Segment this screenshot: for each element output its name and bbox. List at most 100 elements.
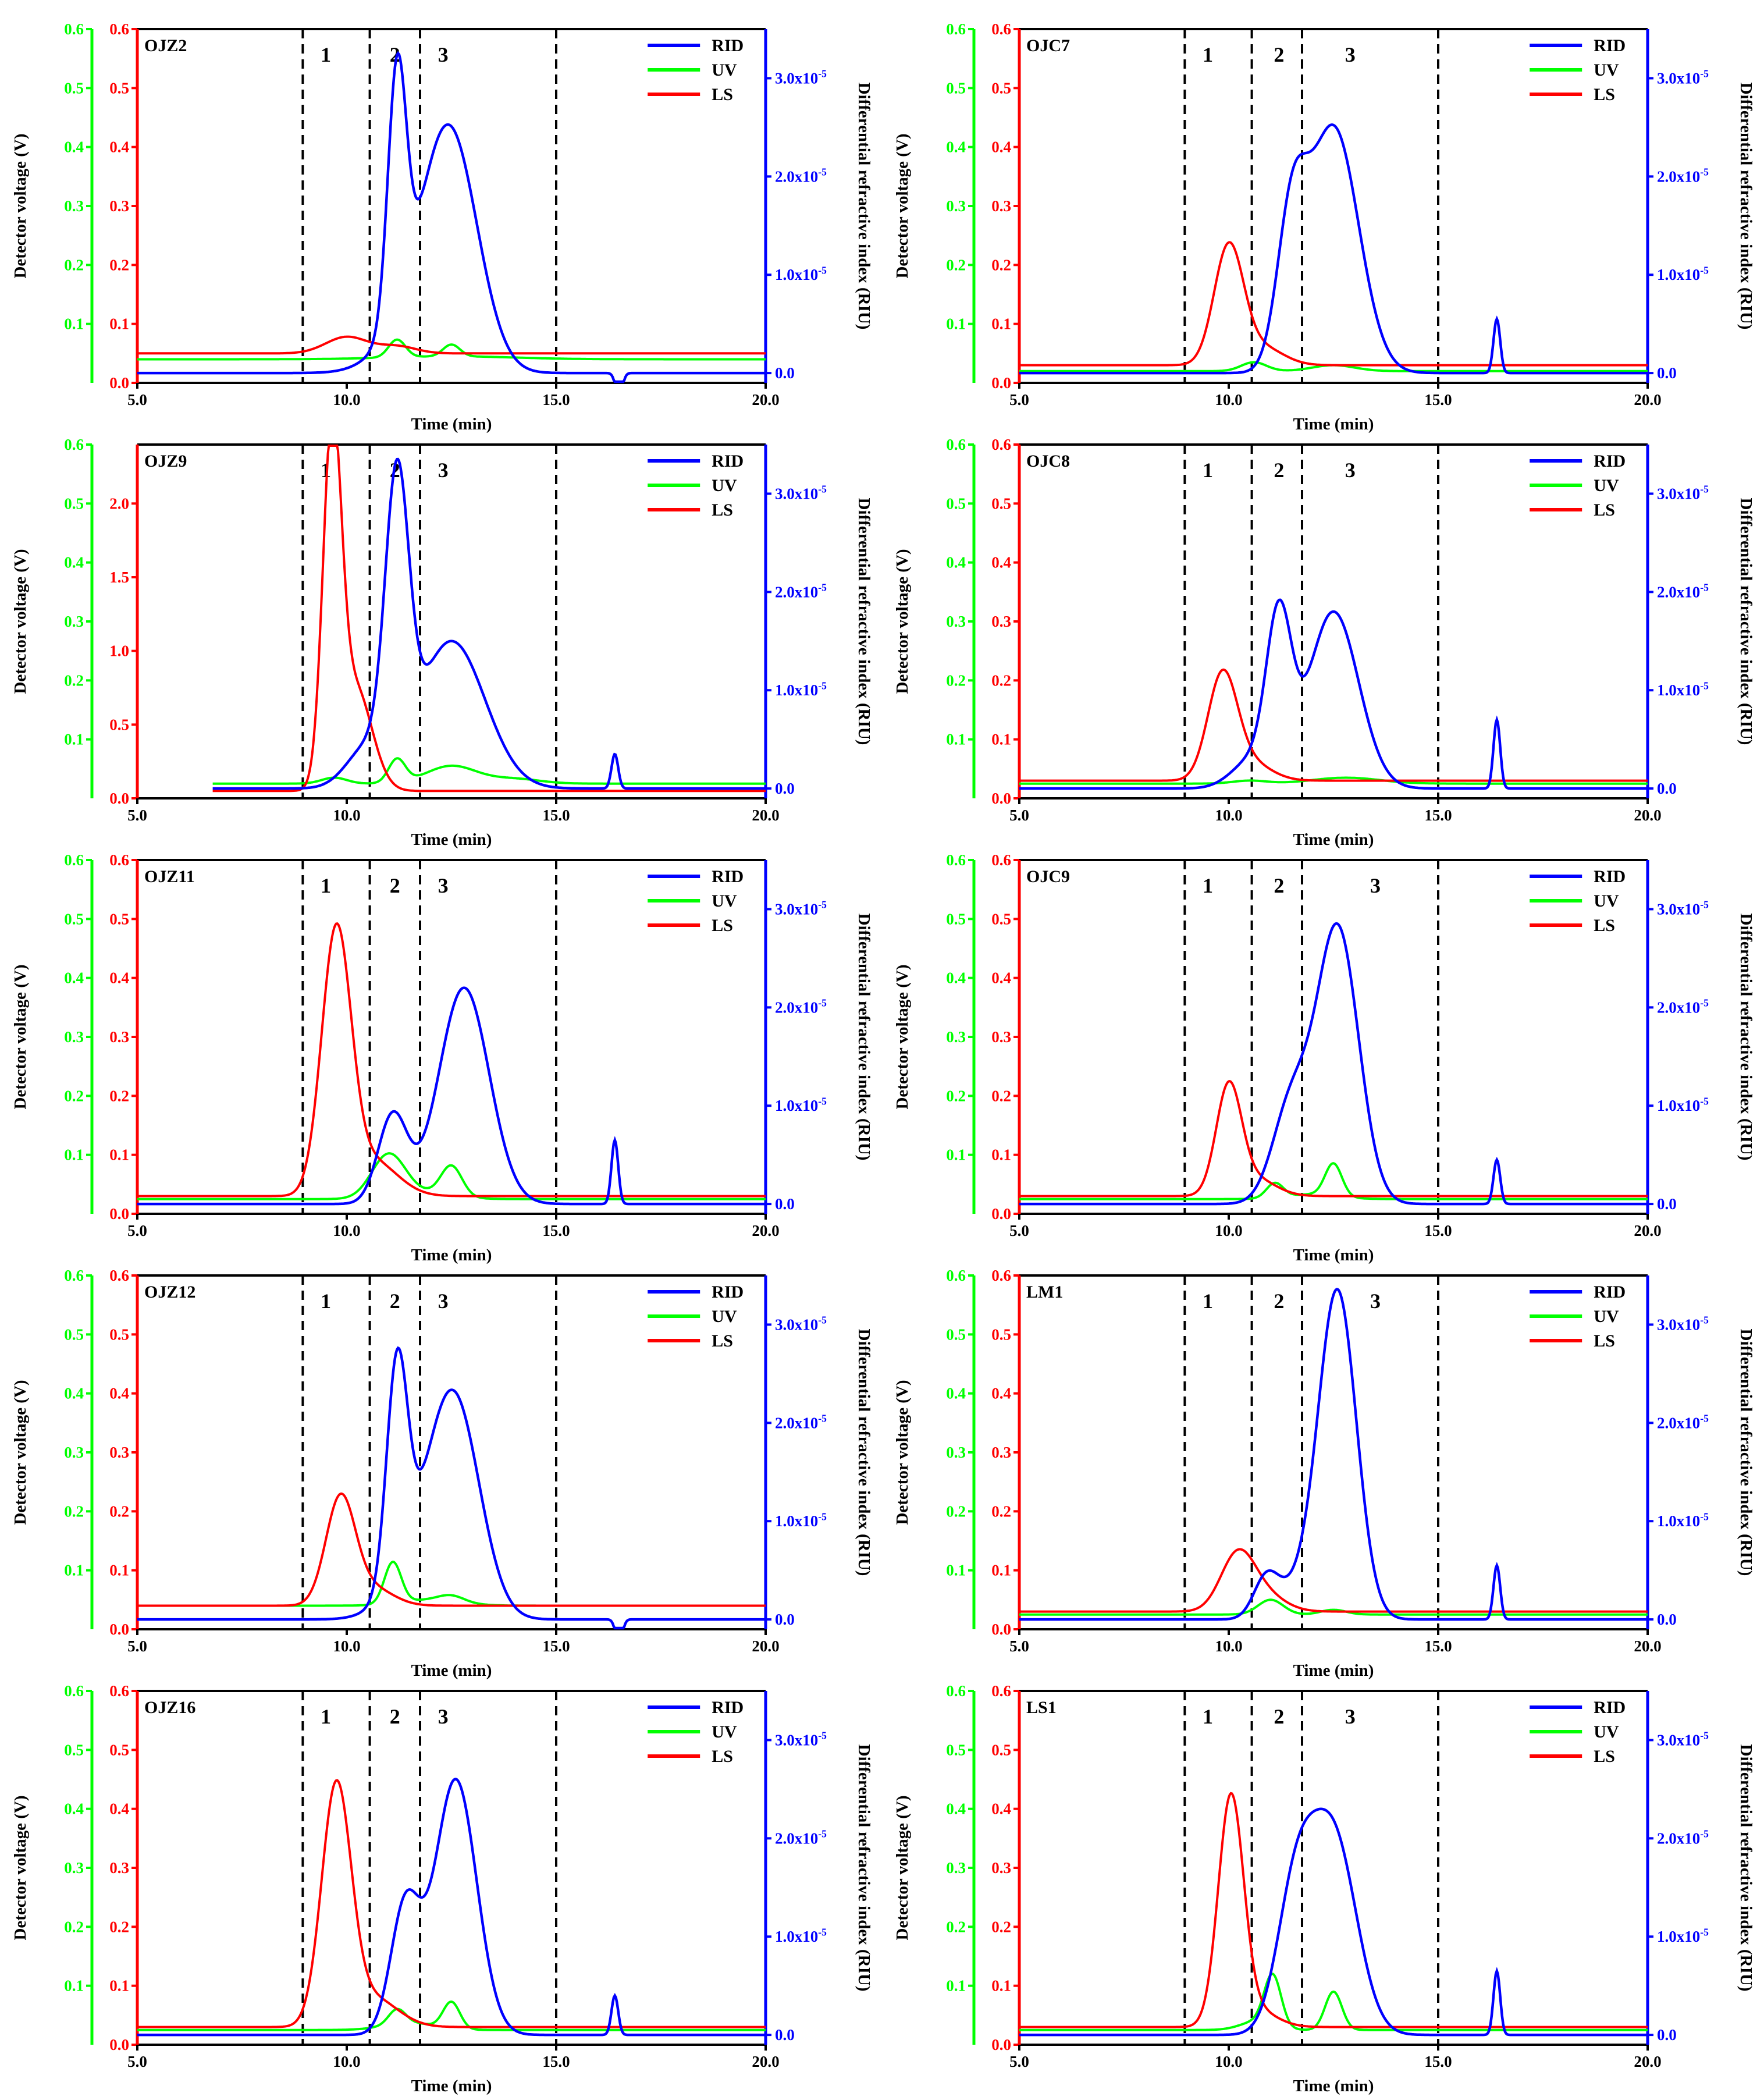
uv-tick-label: 0.2 bbox=[946, 1918, 966, 1935]
uv-tick-label: 0.5 bbox=[64, 1326, 84, 1343]
rid-tick-label: 3.0x10-5 bbox=[775, 1314, 827, 1334]
chart-panel-ojz9: 0.0 0.5 1.0 1.5 2.0 0.1 0.2 0.3 0.4 0.5 0.6 0.0 1.0x… bbox=[11, 436, 873, 849]
region-label: 2 bbox=[1274, 43, 1284, 66]
chart-panel-ojc7: 0.0 0.1 0.2 0.3 0.4 0.5 0.6 0.1 0.2 0.3 0.4 0.5 0.6 0… bbox=[893, 20, 1755, 433]
uv-tick-label: 0.6 bbox=[64, 851, 84, 869]
legend-label-ls: LS bbox=[1594, 1331, 1615, 1351]
x-tick-label: 10.0 bbox=[1215, 391, 1242, 408]
chart-panel-ojz2: 0.0 0.1 0.2 0.3 0.4 0.5 0.6 0.1 0.2 0.3 0.4 0.5 0.6 0… bbox=[11, 20, 873, 433]
x-tick-label: 15.0 bbox=[542, 2053, 570, 2070]
rid-tick-label: 1.0x10-5 bbox=[775, 1511, 827, 1530]
ls-tick-label: 0.0 bbox=[991, 790, 1011, 807]
sample-name: OJZ9 bbox=[144, 452, 187, 471]
uv-tick-label: 0.5 bbox=[64, 495, 84, 512]
ls-tick-label: 0.4 bbox=[109, 1800, 129, 1818]
legend-label-uv: UV bbox=[712, 1722, 737, 1742]
x-axis-label: Time (min) bbox=[1293, 415, 1374, 433]
x-tick-label: 5.0 bbox=[127, 1637, 147, 1655]
rid-tick-label: 1.0x10-5 bbox=[775, 1926, 827, 1945]
uv-tick-label: 0.1 bbox=[946, 1562, 966, 1579]
legend-label-rid: RID bbox=[1594, 1282, 1626, 1302]
x-axis-label: Time (min) bbox=[1293, 1246, 1374, 1264]
ls-tick-label: 0.0 bbox=[991, 1621, 1011, 1638]
rid-tick-label: 0.0 bbox=[1657, 1611, 1677, 1628]
region-label: 1 bbox=[1203, 43, 1213, 66]
uv-series-line bbox=[1019, 1162, 1648, 1200]
legend-label-rid: RID bbox=[712, 867, 744, 886]
rid-tick-label: 0.0 bbox=[775, 2026, 795, 2044]
ls-tick-label: 0.1 bbox=[109, 315, 129, 333]
x-axis-label: Time (min) bbox=[411, 415, 492, 433]
uv-tick-label: 0.1 bbox=[64, 1562, 84, 1579]
uv-tick-label: 0.2 bbox=[946, 1502, 966, 1520]
ls-tick-label: 0.4 bbox=[991, 1385, 1011, 1402]
uv-tick-label: 0.2 bbox=[946, 671, 966, 689]
legend-label-uv: UV bbox=[1594, 476, 1619, 495]
uv-tick-label: 0.4 bbox=[64, 969, 84, 987]
x-tick-label: 15.0 bbox=[1424, 1637, 1452, 1655]
ls-tick-label: 0.0 bbox=[109, 1621, 129, 1638]
uv-tick-label: 0.1 bbox=[64, 731, 84, 748]
rid-tick-label: 1.0x10-5 bbox=[1657, 1095, 1709, 1114]
ls-tick-label: 0.4 bbox=[991, 554, 1011, 571]
uv-series-line bbox=[1019, 776, 1648, 785]
y-left-axis-label: Detector voltage (V) bbox=[11, 133, 30, 278]
rid-tick-label: 1.0x10-5 bbox=[775, 680, 827, 699]
ls-tick-label: 0.5 bbox=[991, 910, 1011, 928]
ls-tick-label: 0.6 bbox=[991, 436, 1011, 453]
y-left-axis-label: Detector voltage (V) bbox=[893, 549, 912, 694]
x-tick-label: 10.0 bbox=[333, 2053, 360, 2070]
ls-tick-label: 0.4 bbox=[991, 138, 1011, 156]
ls-tick-label: 0.2 bbox=[991, 1918, 1011, 1935]
uv-tick-label: 0.5 bbox=[64, 79, 84, 97]
legend-label-uv: UV bbox=[712, 476, 737, 495]
uv-series-line bbox=[212, 757, 766, 785]
sample-name: OJZ2 bbox=[144, 36, 187, 55]
uv-tick-label: 0.2 bbox=[946, 1087, 966, 1104]
legend-label-ls: LS bbox=[712, 500, 733, 520]
rid-tick-label: 3.0x10-5 bbox=[1657, 1314, 1709, 1334]
ls-tick-label: 0.5 bbox=[991, 1326, 1011, 1343]
x-tick-label: 15.0 bbox=[542, 806, 570, 824]
legend-label-uv: UV bbox=[1594, 1722, 1619, 1742]
uv-tick-label: 0.4 bbox=[64, 1385, 84, 1402]
legend-label-rid: RID bbox=[712, 36, 744, 55]
uv-tick-label: 0.5 bbox=[946, 1326, 966, 1343]
rid-series-line bbox=[1019, 1288, 1648, 1621]
uv-tick-label: 0.6 bbox=[946, 436, 966, 453]
chart-panel-ojc9: 0.0 0.1 0.2 0.3 0.4 0.5 0.6 0.1 0.2 0.3 0.4 0.5 0.6 0… bbox=[893, 851, 1755, 1264]
uv-tick-label: 0.6 bbox=[64, 1267, 84, 1284]
rid-tick-label: 1.0x10-5 bbox=[1657, 264, 1709, 283]
x-tick-label: 10.0 bbox=[1215, 806, 1242, 824]
ls-tick-label: 0.1 bbox=[991, 1562, 1011, 1579]
ls-tick-label: 0.3 bbox=[991, 613, 1011, 630]
x-tick-label: 5.0 bbox=[127, 806, 147, 824]
uv-tick-label: 0.2 bbox=[64, 1087, 84, 1104]
ls-tick-label: 0.2 bbox=[991, 1502, 1011, 1520]
rid-tick-label: 2.0x10-5 bbox=[775, 1828, 827, 1847]
uv-tick-label: 0.3 bbox=[64, 1859, 84, 1877]
x-tick-label: 20.0 bbox=[1634, 1637, 1661, 1655]
ls-tick-label: 0.4 bbox=[991, 969, 1011, 987]
region-label: 2 bbox=[1274, 1289, 1284, 1313]
chart-panel-ls1: 0.0 0.1 0.2 0.3 0.4 0.5 0.6 0.1 0.2 0.3 0.4 0.5 0.6 0… bbox=[893, 1682, 1755, 2095]
rid-tick-label: 3.0x10-5 bbox=[1657, 1730, 1709, 1749]
x-tick-label: 10.0 bbox=[333, 1222, 360, 1239]
sample-name: LM1 bbox=[1026, 1282, 1063, 1302]
ls-series-line bbox=[1019, 1548, 1648, 1613]
region-label: 1 bbox=[1203, 1289, 1213, 1313]
y-left-axis-label: Detector voltage (V) bbox=[893, 1795, 912, 1940]
ls-tick-label: 0.1 bbox=[109, 1146, 129, 1164]
ls-tick-label: 1.0 bbox=[109, 642, 129, 660]
sample-name: LS1 bbox=[1026, 1698, 1057, 1717]
x-tick-label: 15.0 bbox=[1424, 1222, 1452, 1239]
ls-tick-label: 0.5 bbox=[991, 79, 1011, 97]
uv-tick-label: 0.4 bbox=[946, 969, 966, 987]
x-tick-label: 5.0 bbox=[1009, 1222, 1029, 1239]
ls-tick-label: 0.1 bbox=[991, 1146, 1011, 1164]
y-right-axis-label: Differential refractive index (RIU) bbox=[1737, 1329, 1755, 1576]
ls-series-line bbox=[1019, 241, 1648, 367]
legend-label-rid: RID bbox=[712, 1698, 744, 1717]
legend-label-ls: LS bbox=[712, 1747, 733, 1766]
uv-series-line bbox=[137, 338, 766, 361]
